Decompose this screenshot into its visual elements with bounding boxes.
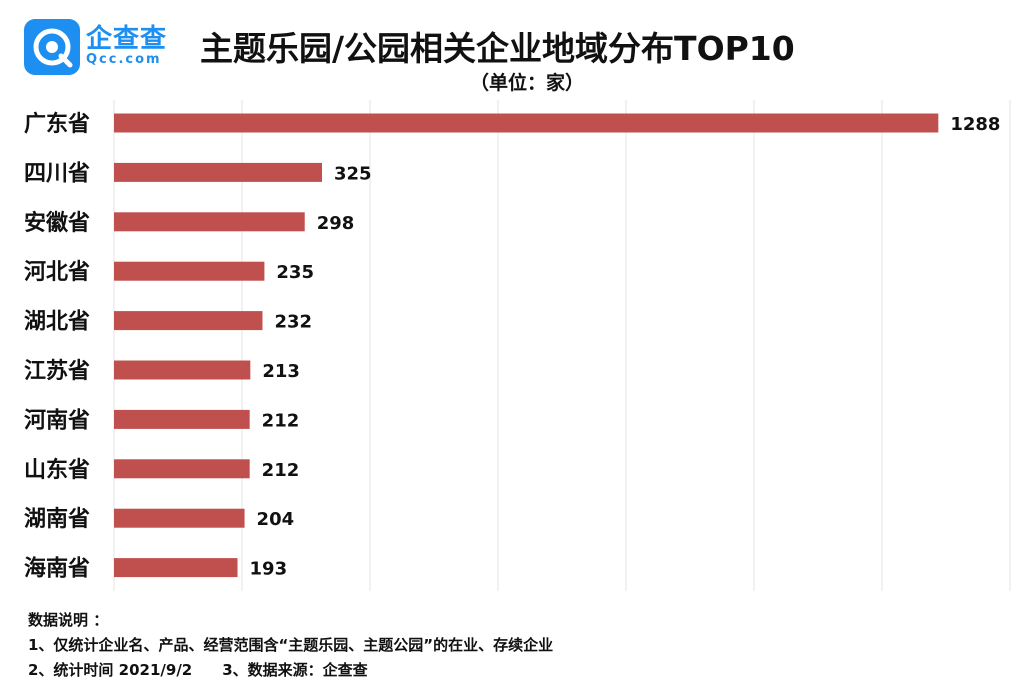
brand-name: 企查查 [86, 24, 168, 54]
data-label: 212 [262, 460, 300, 481]
data-notes: 数据说明 ： 1、仅统计企业名、产品、经营范围含“主题乐园、主题公园”的在业、存… [28, 608, 553, 683]
data-label: 232 [274, 312, 312, 333]
data-label: 325 [334, 163, 372, 184]
data-label: 212 [262, 410, 300, 431]
brand-domain: Qcc.com [86, 52, 162, 67]
chart-title: 主题乐园/公园相关企业地域分布TOP10 [200, 29, 795, 68]
data-label: 1288 [950, 114, 1000, 135]
category-label: 山东省 [24, 457, 90, 483]
bar [114, 360, 251, 380]
notes-line-1: 1、仅统计企业名、产品、经营范围含“主题乐园、主题公园”的在业、存续企业 [28, 636, 554, 654]
category-label: 安徽省 [24, 210, 90, 236]
bar [114, 212, 305, 232]
category-label: 河南省 [24, 408, 90, 433]
bar [114, 558, 238, 578]
bar [114, 508, 245, 528]
category-label: 广东省 [24, 111, 90, 137]
data-label: 298 [317, 213, 355, 234]
category-label: 湖南省 [24, 507, 90, 532]
category-label: 海南省 [24, 556, 90, 582]
data-label: 204 [257, 509, 295, 530]
bar [114, 261, 265, 281]
category-label: 四川省 [24, 161, 90, 186]
bar [114, 113, 939, 133]
qcc-logo-icon [24, 19, 80, 75]
bar-chart: 广东省 1288 四川省 325 安徽省 298 河北省 235 湖北省 232 江苏省 213 河南省… [24, 100, 1011, 591]
notes-heading: 数据说明 ： [28, 611, 109, 629]
notes-line-2: 2、统计时间 2021/9/2 3、数据来源：企查查 [28, 661, 368, 679]
data-label: 193 [250, 559, 288, 580]
chart-subtitle: （单位：家） [470, 72, 585, 94]
bar [114, 162, 322, 182]
bar [114, 409, 250, 429]
data-label: 235 [276, 262, 314, 283]
bar [114, 311, 263, 331]
category-label: 河北省 [24, 260, 90, 285]
category-label: 江苏省 [24, 358, 90, 384]
bar [114, 459, 250, 479]
data-label: 213 [262, 361, 300, 382]
category-label: 湖北省 [24, 310, 90, 335]
